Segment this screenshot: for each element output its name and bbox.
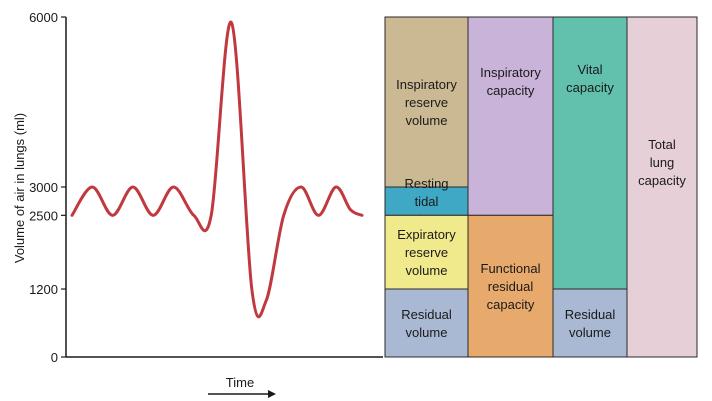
block-label-rv2: Residual volume <box>565 307 616 340</box>
block-label-erv: Expiratory reserve volume <box>397 227 456 278</box>
block-label-rv1: Residual volume <box>401 307 452 340</box>
y-tick-label: 2500 <box>29 208 58 223</box>
block-label-tlc: Total lung capacity <box>638 137 686 188</box>
x-axis-title: Time <box>226 375 254 390</box>
y-tick-label: 0 <box>51 350 58 365</box>
y-tick-label: 1200 <box>29 282 58 297</box>
y-axis-title: Volume of air in lungs (ml) <box>12 113 27 263</box>
block-label-vc: Vital capacity <box>566 62 614 95</box>
block-label-ic: Inspiratory capacity <box>480 65 541 98</box>
block-rv1 <box>384 288 469 358</box>
block-irv <box>384 16 469 188</box>
y-tick-label: 3000 <box>29 180 58 195</box>
y-ticks: 6000 3000 2500 1200 0 <box>29 10 66 365</box>
block-vc <box>552 16 628 290</box>
y-tick-label: 6000 <box>29 10 58 25</box>
time-arrow <box>208 390 276 398</box>
volume-trace <box>70 21 364 319</box>
block-tlc <box>626 16 698 358</box>
capacity-blocks: InspiratoryreservevolumeRestingtidalvolu… <box>384 16 698 358</box>
block-label-irv: Inspiratory reserve volume <box>396 77 457 128</box>
block-label-frc: Functional residual capacity <box>481 261 541 312</box>
block-erv <box>384 214 469 290</box>
block-frc <box>467 214 554 358</box>
block-rv2 <box>552 288 628 358</box>
block-ic <box>467 16 554 216</box>
